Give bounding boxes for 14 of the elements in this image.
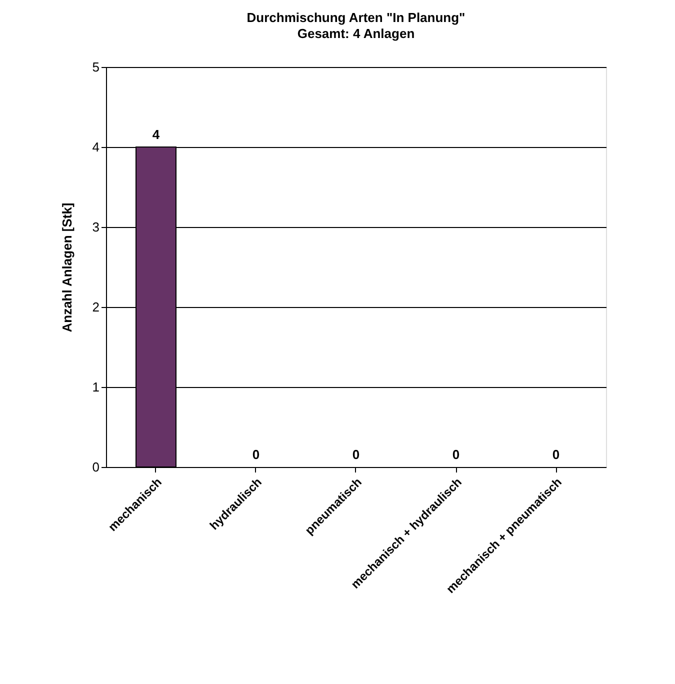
y-tick-label: 0 (92, 460, 100, 474)
data-label: 0 (352, 447, 360, 462)
y-tick-label: 4 (92, 140, 100, 154)
data-label: 4 (152, 127, 160, 142)
y-tick-label: 1 (92, 380, 100, 394)
chart-title: Durchmischung Arten "In Planung" (246, 10, 466, 25)
y-tick-label: 5 (92, 60, 100, 74)
y-tick-label: 3 (92, 220, 100, 234)
data-label: 0 (452, 447, 460, 462)
data-label: 0 (552, 447, 560, 462)
data-label: 0 (252, 447, 260, 462)
chart-subtitle: Gesamt: 4 Anlagen (297, 26, 415, 41)
y-tick-label: 2 (92, 300, 100, 314)
y-axis-title: Anzahl Anlagen [Stk] (59, 202, 74, 332)
